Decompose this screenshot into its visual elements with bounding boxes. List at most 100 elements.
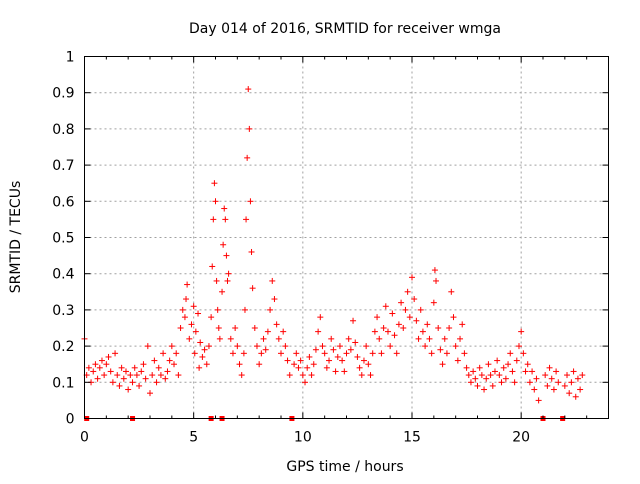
data-point: [175, 372, 182, 379]
data-point: [129, 379, 136, 386]
data-point: [402, 306, 409, 313]
data-point: [249, 285, 256, 292]
data-point: [409, 274, 415, 281]
data-point: [140, 361, 147, 368]
data-point: [505, 361, 512, 368]
data-point: [491, 368, 498, 375]
data-point: [561, 382, 568, 389]
data-point: [101, 372, 108, 379]
data-point: [417, 306, 424, 313]
x-tick-label: 5: [189, 430, 198, 446]
data-point: [577, 386, 584, 393]
data-point: [317, 314, 324, 321]
data-point: [90, 368, 97, 375]
data-point: [369, 350, 376, 357]
data-point: [435, 325, 442, 331]
data-point: [443, 350, 450, 357]
data-point: [227, 335, 234, 342]
data-point: [358, 372, 365, 379]
data-point: [293, 350, 300, 357]
data-point: [380, 325, 387, 331]
data-point: [181, 314, 188, 321]
data-point: [476, 364, 483, 371]
data-point: [127, 372, 134, 379]
data-point: [487, 372, 494, 379]
data-point: [151, 357, 158, 364]
data-point: [208, 314, 215, 321]
data-point: [232, 325, 239, 331]
data-point: [260, 335, 267, 342]
data-point: [507, 350, 514, 357]
data-point: [426, 335, 433, 342]
data-point: [555, 379, 562, 386]
data-point: [413, 317, 420, 324]
data-point: [177, 325, 184, 331]
data-point: [371, 328, 378, 335]
data-point: [162, 375, 169, 382]
data-point: [155, 364, 162, 371]
data-point: [253, 343, 260, 350]
data-point: [533, 375, 540, 382]
data-point: [511, 379, 518, 386]
data-point: [269, 277, 276, 284]
data-point: [452, 343, 459, 350]
data-point: [192, 328, 199, 335]
y-tick-label: 0.7: [52, 158, 74, 174]
data-point: [304, 364, 311, 371]
data-point: [336, 343, 343, 350]
data-point: [470, 368, 477, 375]
data-point: [522, 368, 529, 375]
y-axis-label: SRMTID / TECUs: [8, 181, 24, 294]
data-point: [526, 379, 533, 386]
data-point: [431, 267, 438, 274]
data-point: [513, 357, 520, 364]
y-tick-label: 0.5: [52, 231, 74, 247]
data-point: [411, 296, 418, 303]
x-tick-label: 15: [403, 430, 421, 446]
data-point: [286, 372, 293, 379]
y-tick-label: 0.6: [52, 194, 74, 210]
data-point: [234, 343, 241, 350]
data-point: [391, 332, 398, 339]
data-point: [225, 270, 232, 277]
data-point: [360, 357, 367, 364]
data-point: [457, 335, 464, 342]
data-point: [107, 368, 114, 375]
data-point: [509, 368, 516, 375]
data-point: [422, 343, 429, 350]
data-point: [419, 328, 426, 335]
data-point: [191, 350, 198, 357]
data-point: [520, 350, 527, 357]
data-point: [531, 386, 538, 393]
data-point: [302, 379, 309, 386]
data-point: [572, 393, 579, 400]
data-point: [147, 390, 153, 397]
data-point: [92, 361, 99, 368]
data-point: [343, 350, 350, 357]
data-point: [341, 368, 348, 375]
data-point: [433, 277, 440, 284]
data-point: [133, 372, 140, 379]
data-point: [240, 350, 247, 357]
y-tick-label: 0.8: [52, 122, 74, 138]
data-point: [518, 328, 525, 335]
data-point: [347, 346, 354, 353]
data-point: [171, 361, 178, 368]
data-point: [498, 379, 505, 386]
data-point: [334, 353, 341, 360]
data-point: [323, 364, 330, 371]
data-point: [160, 350, 167, 357]
data-point: [195, 310, 202, 317]
data-point: [465, 372, 472, 379]
data-point: [219, 288, 226, 295]
data-point: [186, 335, 193, 342]
x-tick-label: 0: [80, 430, 89, 446]
data-point: [328, 335, 335, 342]
data-point: [553, 368, 560, 375]
data-point: [199, 353, 206, 360]
data-point: [120, 375, 127, 382]
data-point: [430, 299, 437, 306]
data-point: [542, 372, 549, 379]
data-point: [424, 321, 431, 328]
data-point: [350, 317, 357, 324]
